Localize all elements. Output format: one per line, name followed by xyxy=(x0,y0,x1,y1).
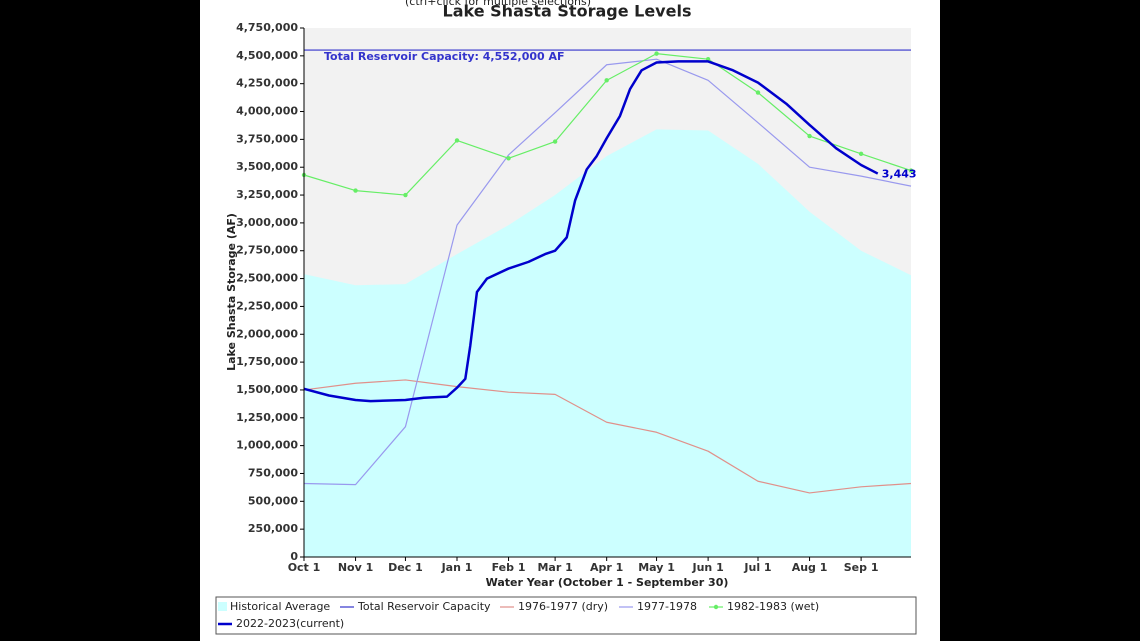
y-tick-label: 1,750,000 xyxy=(236,355,298,368)
x-tick-label: Aug 1 xyxy=(792,561,828,574)
y-tick-label: 2,500,000 xyxy=(236,272,298,285)
legend-marker xyxy=(713,604,719,610)
x-tick-label: Dec 1 xyxy=(388,561,423,574)
y-tick-label: 3,250,000 xyxy=(236,188,298,201)
legend-label: 1976-1977 (dry) xyxy=(518,600,608,613)
x-tick-label: Apr 1 xyxy=(590,561,623,574)
marker xyxy=(506,156,511,161)
x-tick-label: Jan 1 xyxy=(441,561,473,574)
legend-swatch xyxy=(218,602,227,611)
y-tick-label: 750,000 xyxy=(248,466,298,479)
y-tick-label: 2,250,000 xyxy=(236,299,298,312)
marker xyxy=(654,51,659,56)
y-tick-label: 0 xyxy=(290,550,298,563)
line xyxy=(303,379,912,494)
marker xyxy=(807,133,812,139)
x-tick-label: May 1 xyxy=(638,561,675,574)
y-tick-label: 3,000,000 xyxy=(236,216,298,229)
marker xyxy=(353,188,358,193)
x-tick-label: Jun 1 xyxy=(691,561,723,574)
legend-label: 2022-2023(current) xyxy=(236,617,344,630)
y-axis-label: Lake Shasta Storage (AF) xyxy=(225,213,238,371)
x-tick-label: Mar 1 xyxy=(537,561,572,574)
marker xyxy=(403,192,408,198)
marker xyxy=(604,78,609,83)
marker xyxy=(755,90,761,95)
line xyxy=(303,60,879,403)
x-tick-label: Oct 1 xyxy=(288,561,321,574)
legend-label: Historical Average xyxy=(230,600,330,613)
marker xyxy=(454,138,460,143)
y-tick-label: 1,500,000 xyxy=(236,383,298,396)
x-tick-label: Sep 1 xyxy=(844,561,879,574)
x-axis-label: Water Year (October 1 - September 30) xyxy=(486,576,729,589)
line xyxy=(303,58,912,486)
y-tick-label: 4,750,000 xyxy=(236,21,298,34)
annotation: Total Reservoir Capacity: 4,552,000 AF xyxy=(324,50,565,63)
x-tick-label: Feb 1 xyxy=(492,561,526,574)
marker xyxy=(908,168,914,173)
chart-title: Lake Shasta Storage Levels xyxy=(443,2,692,21)
y-tick-label: 1,000,000 xyxy=(236,439,298,452)
value-label: 3,443 xyxy=(882,168,917,181)
y-tick-label: 4,000,000 xyxy=(236,105,298,118)
legend-label: 1982-1983 (wet) xyxy=(727,600,819,613)
legend-label: Total Reservoir Capacity xyxy=(357,600,491,613)
legend-label: 1977-1978 xyxy=(637,600,697,613)
y-tick-label: 4,250,000 xyxy=(236,77,298,90)
y-tick-label: 4,500,000 xyxy=(236,49,298,62)
area xyxy=(304,129,911,557)
x-tick-label: Jul 1 xyxy=(743,561,771,574)
y-tick-label: 3,500,000 xyxy=(236,160,298,173)
y-tick-label: 250,000 xyxy=(248,522,298,535)
marker xyxy=(552,139,558,144)
y-tick-label: 1,250,000 xyxy=(236,411,298,424)
subtitle: (ctrl+click for multiple selections) xyxy=(405,0,591,8)
y-tick-label: 2,000,000 xyxy=(236,327,298,340)
y-tick-label: 500,000 xyxy=(248,494,298,507)
y-tick-label: 2,750,000 xyxy=(236,244,298,257)
legend xyxy=(215,596,917,635)
y-tick-label: 3,750,000 xyxy=(236,132,298,145)
marker xyxy=(858,151,864,157)
x-tick-label: Nov 1 xyxy=(338,561,373,574)
